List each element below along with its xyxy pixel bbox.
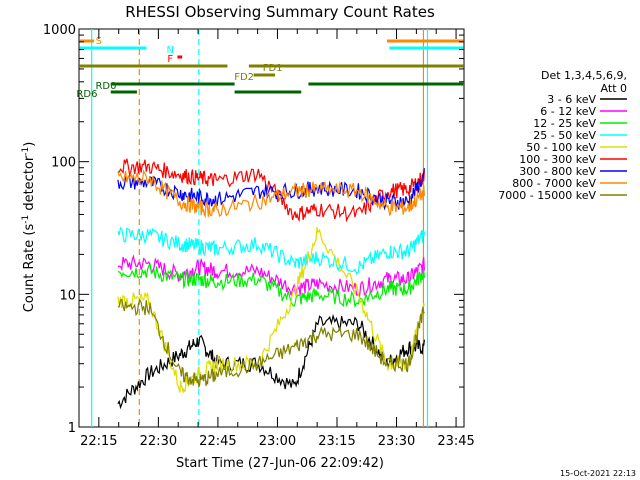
legend-entry-label: 25 - 50 keV [533,129,596,142]
legend-entry-label: 300 - 800 keV [519,165,596,178]
series-line [117,313,425,410]
y-tick-label: 10 [59,288,76,303]
legend-entry-label: 6 - 12 keV [540,105,596,118]
flag-label: F [167,54,173,65]
y-axis-label-mid: detector [22,155,37,215]
y-axis: 1 10 100 1000 [43,23,464,436]
y-axis-label-end: ) [22,142,37,147]
legend-entry-label: 7000 - 15000 keV [498,189,596,202]
series-line [117,262,425,309]
y-axis-label-sup2: -1 [21,147,31,156]
legend-entry-label: 100 - 300 keV [519,153,596,166]
legend-entry-label: 800 - 7000 keV [512,177,596,190]
x-axis-label: Start Time (27-Jun-06 22:09:42) [176,456,384,471]
chart-title: RHESSI Observing Summary Count Rates [125,3,435,21]
footer-date: 15-Oct-2021 22:13 [560,469,636,478]
legend-entry-label: 12 - 25 keV [533,117,596,130]
x-tick-label: 23:15 [318,434,355,449]
x-tick-label: 23:45 [437,434,474,449]
legend-header-1: Det 1,3,4,5,6,9, [541,69,627,82]
x-tick-label: 23:30 [378,434,415,449]
x-tick-label: 23:00 [259,434,296,449]
x-tick-label: 22:15 [80,434,117,449]
y-tick-label: 1000 [43,23,76,38]
legend-entry-label: 50 - 100 keV [526,141,596,154]
legend-header-2: Att 0 [601,82,627,95]
series-line [117,169,425,218]
legend-entry-label: 3 - 6 keV [547,93,596,106]
x-tick-label: 22:45 [199,434,236,449]
series-line [117,298,425,389]
series-line [117,254,425,298]
flag-label: FD2 [234,72,254,83]
x-tick-label: 22:30 [140,434,177,449]
y-tick-label: 1 [68,421,76,436]
flag-label: S [96,36,102,47]
y-tick-label: 100 [51,156,76,171]
x-axis: 22:15 22:30 22:45 23:00 23:15 23:30 23:45 [78,29,475,449]
flag-label: RD0 [95,81,116,92]
series-line [117,226,425,275]
series-line [117,158,425,223]
series-line [117,168,425,211]
flag-label: RD6 [76,89,97,100]
y-axis-label: Count Rate (s-1 detector-1) [21,142,37,313]
y-axis-label-sup1: -1 [21,215,31,224]
flag-label: N [167,45,174,56]
series-line [117,227,425,393]
y-axis-label-main: Count Rate (s [22,224,37,313]
plot-frame [78,28,465,428]
flag-label: FD1 [263,63,283,74]
